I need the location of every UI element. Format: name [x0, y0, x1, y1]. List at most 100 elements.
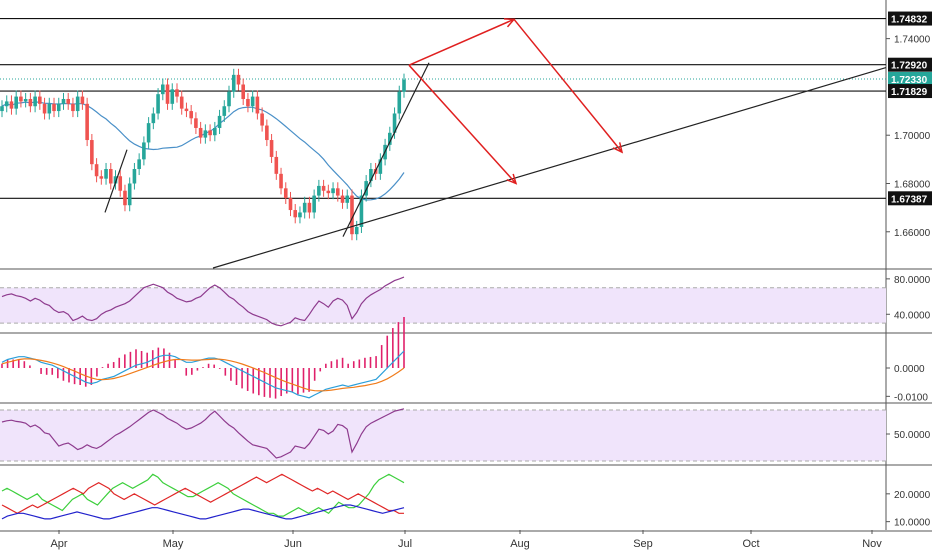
- price-level-badge-label: 1.67387: [891, 194, 928, 205]
- candle-body: [326, 190, 331, 194]
- candle-body: [56, 103, 61, 112]
- candle-body: [369, 169, 373, 182]
- candle-body: [236, 74, 241, 85]
- candle-body: [331, 188, 335, 194]
- trendline: [212, 67, 887, 269]
- price-level-badge-label: 1.71829: [891, 87, 928, 98]
- price-level-badge-label: 1.72330: [891, 75, 928, 86]
- indicator-tick-label: -0.0100: [894, 392, 928, 403]
- indicator-band: [0, 287, 886, 324]
- candle-body: [42, 103, 47, 114]
- candle-body: [335, 188, 340, 196]
- candle-body: [175, 89, 179, 97]
- candle-body: [94, 164, 99, 177]
- candle-body: [38, 96, 42, 104]
- candle-body: [0, 106, 4, 112]
- minus-di-line: [1, 473, 404, 514]
- candle-body: [340, 195, 345, 203]
- candle-body: [9, 101, 14, 109]
- candle-body: [170, 89, 175, 104]
- price-level-badge-label: 1.74832: [891, 15, 928, 26]
- projection-arrow-line: [408, 18, 515, 66]
- oscillator-2-signal-line: [1, 358, 405, 392]
- price-level-badge: [888, 191, 932, 206]
- candle-body: [307, 202, 312, 213]
- candle-body: [241, 84, 245, 99]
- candle-body: [279, 173, 283, 189]
- price-level-badge: [888, 71, 932, 86]
- candle-body: [19, 96, 23, 102]
- candle-body: [184, 108, 189, 112]
- candle-body: [312, 195, 316, 213]
- candle-body: [222, 106, 227, 116]
- candle-body: [75, 96, 80, 112]
- candle-body: [213, 127, 217, 136]
- candle-body: [402, 79, 406, 92]
- candle-body: [47, 103, 52, 114]
- candle-body: [317, 185, 321, 196]
- time-tick-label: Nov: [862, 538, 882, 550]
- candle-body: [298, 212, 302, 218]
- candle-body: [293, 210, 298, 218]
- candle-body: [250, 96, 255, 107]
- candle-body: [246, 98, 250, 107]
- oscillator-2-main-line: [1, 350, 405, 399]
- adx-line: [1, 504, 405, 520]
- candle-body: [302, 202, 307, 213]
- candle-body: [274, 156, 279, 174]
- candle-body: [345, 195, 350, 203]
- candle-body: [146, 123, 151, 143]
- candle-body: [397, 91, 402, 114]
- candle-body: [269, 140, 274, 157]
- candle-body: [198, 127, 203, 138]
- candle-body: [208, 130, 212, 136]
- candle-body: [151, 113, 156, 124]
- candle-body: [165, 84, 170, 104]
- candle-body: [14, 96, 18, 109]
- candle-body: [137, 159, 141, 170]
- candle-body: [194, 118, 198, 128]
- candle-body: [392, 113, 397, 133]
- candle-body: [265, 125, 269, 141]
- projection-arrow-line: [408, 64, 517, 184]
- price-tick-label: 1.70000: [894, 131, 931, 142]
- candle-body: [203, 130, 208, 138]
- candle-body: [61, 98, 66, 104]
- price-tick-label: 1.68000: [894, 179, 931, 190]
- candle-body: [28, 98, 33, 107]
- candle-body: [52, 103, 56, 112]
- candle-body: [104, 169, 108, 179]
- candle-body: [350, 195, 354, 235]
- time-tick-label: Aug: [510, 538, 530, 550]
- candle-body: [354, 226, 359, 235]
- candle-body: [108, 169, 113, 184]
- candle-body: [179, 96, 184, 109]
- candle-body: [364, 181, 368, 196]
- oscillator-3-line: [1, 408, 405, 459]
- trendline: [342, 62, 430, 237]
- candle-body: [23, 98, 28, 102]
- candle-body: [288, 197, 293, 211]
- time-tick-label: Apr: [50, 538, 67, 550]
- candle-body: [4, 101, 9, 107]
- time-tick-label: Oct: [742, 538, 759, 550]
- projection-arrow-head: [506, 173, 518, 185]
- indicator-tick-label: 20.0000: [894, 490, 931, 501]
- candle-body: [85, 103, 89, 141]
- time-tick-label: Jun: [284, 538, 302, 550]
- projection-arrow-line: [513, 18, 623, 153]
- price-tick-label: 1.66000: [894, 228, 931, 239]
- indicator-tick-label: 80.0000: [894, 275, 931, 286]
- oscillator-1-line: [1, 276, 405, 327]
- price-tick-label: 1.74000: [894, 35, 931, 46]
- candle-body: [132, 169, 137, 184]
- candle-body: [161, 84, 165, 95]
- candle-body: [71, 103, 75, 112]
- indicator-tick-label: 10.0000: [894, 518, 931, 529]
- plus-di-line: [1, 473, 405, 517]
- trendline: [104, 149, 128, 213]
- candle-body: [283, 188, 288, 198]
- candle-body: [66, 98, 71, 104]
- candle-body: [90, 140, 94, 165]
